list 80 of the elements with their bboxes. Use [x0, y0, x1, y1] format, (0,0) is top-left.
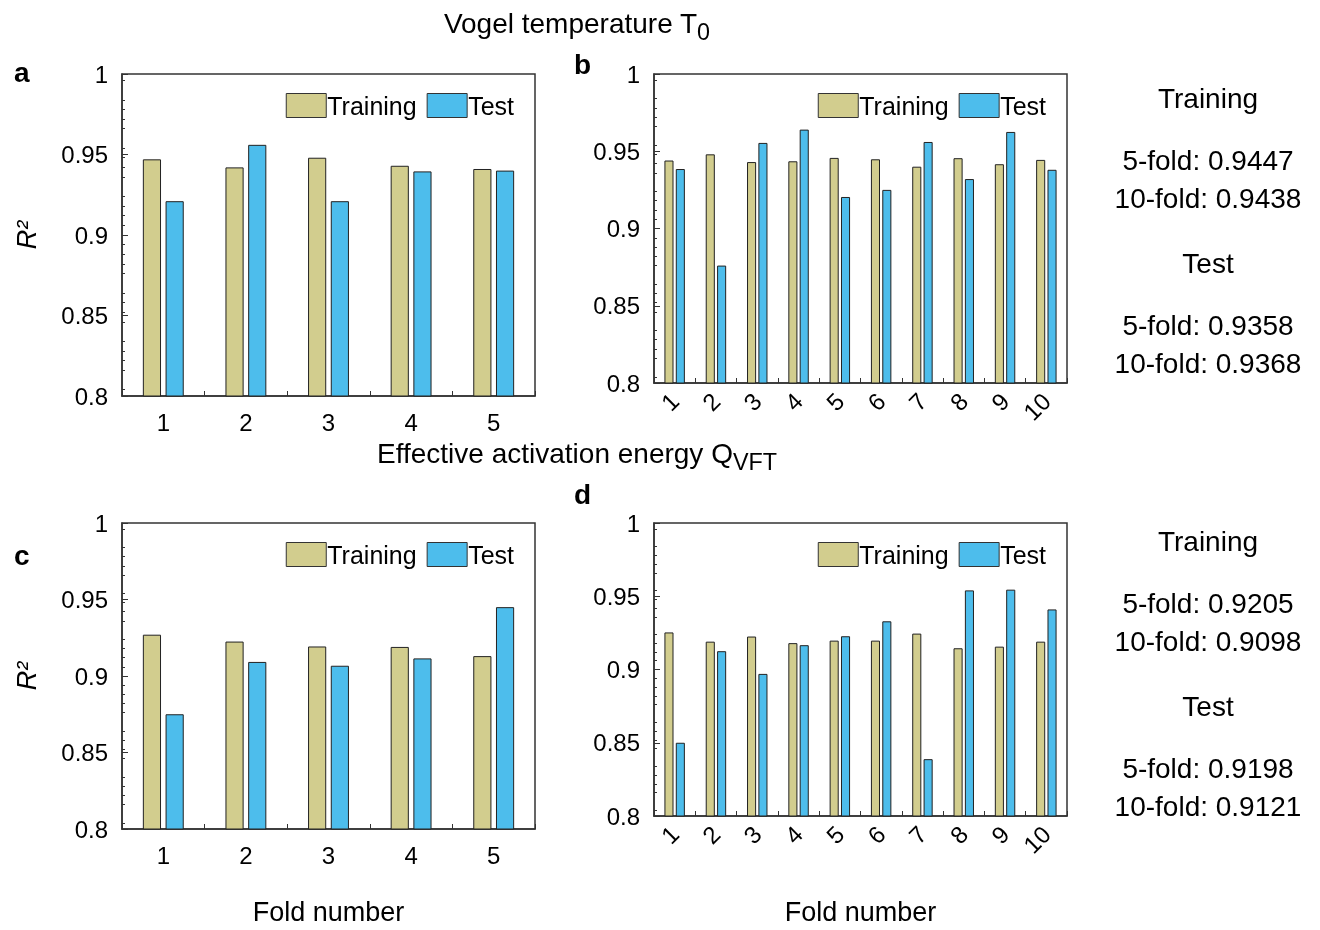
y-tick-label: 0.9 [606, 656, 640, 683]
legend-label: Training [859, 540, 949, 569]
text: 5-fold: 0.9358 [1122, 309, 1294, 341]
text: 5-fold: 0.9205 [1122, 587, 1294, 619]
text: c [14, 539, 30, 571]
chart-title: Vogel temperature T$_{0}$ [442, 7, 712, 47]
text: 10-fold: 0.9438 [1114, 182, 1302, 214]
x-tick-label: 8 [944, 820, 974, 849]
x-tick-label: 2 [696, 387, 726, 416]
x-tick-label: 1 [156, 841, 170, 869]
y-tick-label: 0.8 [74, 382, 108, 410]
x-tick-label: 5 [820, 820, 850, 849]
y-tick-label: 1 [94, 60, 108, 88]
x-tick-label: 6 [862, 387, 891, 416]
text: 5-fold: 0.9198 [1122, 752, 1294, 784]
y-tick-label: 0.8 [606, 802, 640, 830]
y-tick-label: 0.9 [74, 221, 108, 249]
x-tick-label: 1 [156, 408, 170, 436]
chart-title: Effective activation energy Q$_{VFT}$ [376, 437, 778, 477]
legend-label: Training [859, 91, 949, 120]
x-tick-label: 3 [321, 841, 336, 869]
x-tick-label: 5 [487, 841, 501, 869]
text: d [574, 478, 592, 510]
x-axis-title: Fold number [252, 896, 405, 927]
y-tick-label: 0.95 [593, 582, 640, 610]
y-tick-label: 0.8 [74, 815, 108, 843]
x-tick-label: 4 [779, 387, 809, 416]
y-tick-label: 0.85 [593, 292, 640, 320]
text: Test [1182, 247, 1234, 279]
text: 10-fold: 0.9121 [1114, 790, 1302, 822]
text: a [14, 56, 30, 88]
text: Training [1157, 525, 1259, 557]
y-tick-label: 0.8 [606, 369, 640, 397]
y-tick-label: 0.9 [74, 662, 108, 690]
text: Test [1182, 690, 1234, 722]
x-axis-title: Fold number [784, 896, 937, 927]
y-tick-label: 0.85 [61, 739, 108, 766]
x-tick-label: 1 [655, 820, 685, 849]
x-tick-label: 2 [239, 841, 253, 869]
x-tick-label: 2 [696, 820, 726, 849]
x-tick-label: 10 [1017, 820, 1056, 859]
x-tick-label: 3 [738, 820, 767, 849]
x-tick-label: 6 [862, 820, 891, 849]
text: 10-fold: 0.9098 [1114, 625, 1302, 657]
y-tick-label: 1 [94, 509, 108, 537]
x-tick-label: 2 [239, 408, 253, 436]
x-tick-label: 5 [820, 387, 850, 416]
y-tick-label: 0.95 [61, 141, 108, 168]
x-tick-label: 7 [903, 820, 932, 849]
x-tick-label: 10 [1017, 387, 1056, 426]
x-tick-label: 4 [404, 408, 418, 436]
y-tick-label: 1 [626, 509, 640, 537]
text: 5-fold: 0.9447 [1122, 144, 1294, 176]
x-tick-label: 1 [655, 387, 685, 416]
y-tick-label: 0.95 [61, 586, 108, 613]
x-tick-label: 3 [321, 408, 336, 436]
text: 10-fold: 0.9368 [1114, 347, 1302, 379]
legend-label: Test [1000, 91, 1047, 120]
y-tick-label: 0.85 [61, 302, 108, 329]
legend-label: Test [468, 91, 515, 120]
y-tick-label: 0.9 [606, 215, 640, 242]
legend-label: Training [327, 540, 417, 569]
y-tick-label: 1 [626, 60, 640, 88]
x-tick-label: 4 [404, 841, 418, 869]
x-tick-label: 9 [986, 387, 1015, 416]
x-tick-label: 7 [903, 387, 932, 416]
x-tick-label: 3 [738, 387, 767, 416]
y-tick-label: 0.85 [593, 729, 640, 757]
legend-label: Test [468, 540, 515, 569]
x-tick-label: 9 [986, 820, 1015, 849]
y-axis-title: R² [11, 219, 42, 250]
y-tick-label: 0.95 [593, 137, 640, 165]
legend-label: Test [1000, 540, 1047, 569]
legend-label: Training [327, 91, 417, 120]
text: Training [1157, 82, 1259, 114]
text: b [574, 48, 592, 80]
x-tick-label: 8 [944, 387, 974, 416]
x-tick-label: 4 [779, 820, 809, 849]
x-tick-label: 5 [487, 408, 501, 436]
y-axis-title: R² [11, 660, 42, 691]
